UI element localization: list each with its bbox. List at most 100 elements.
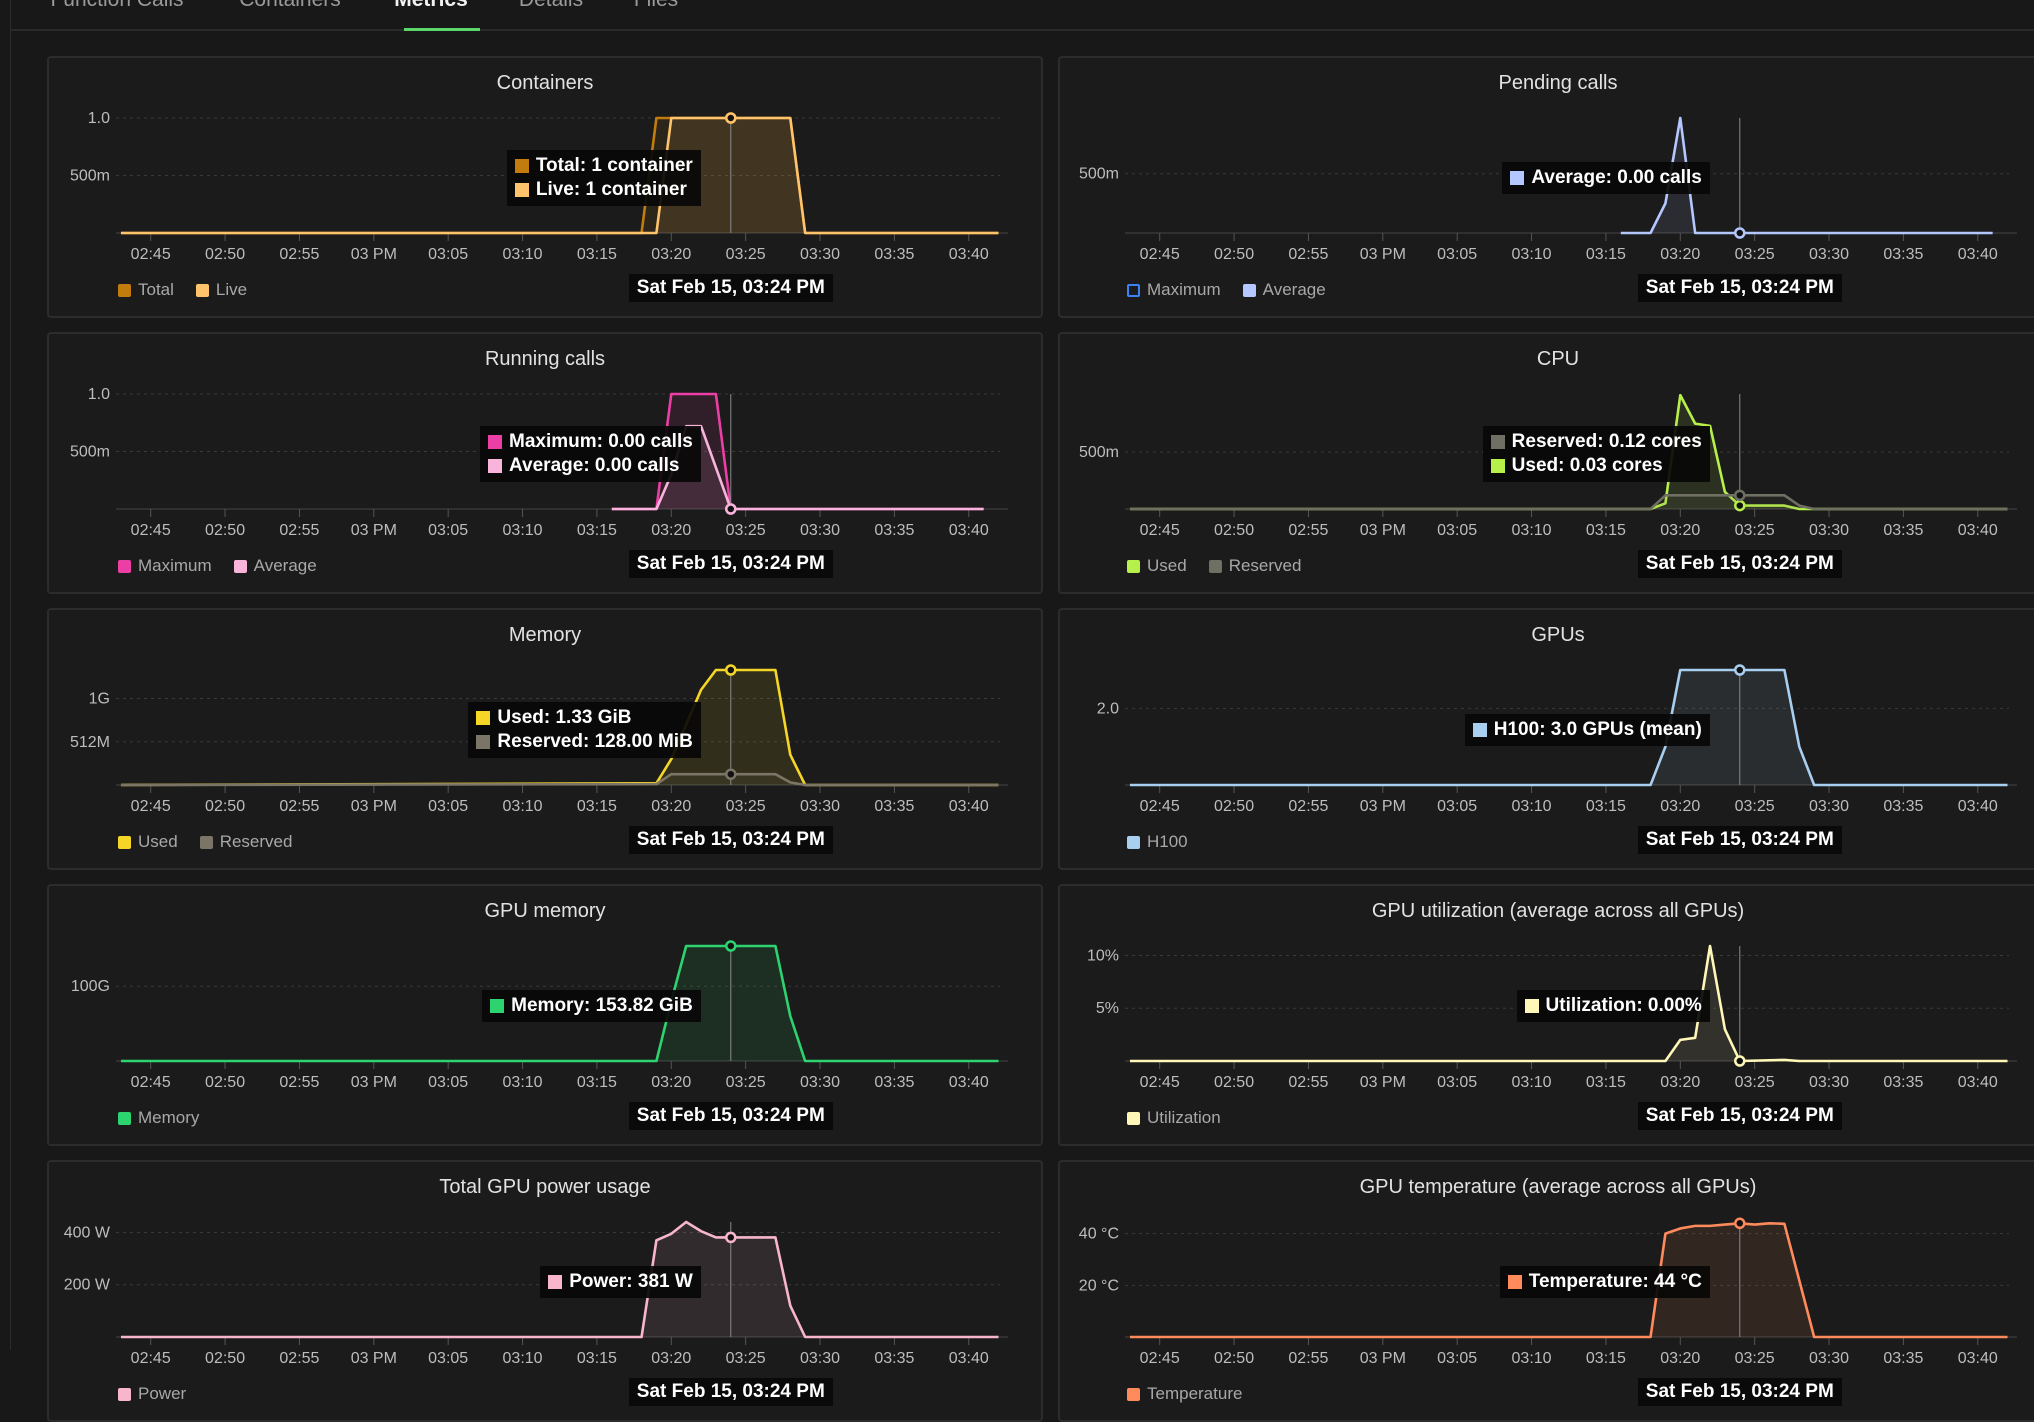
x-tick-label: 02:50 <box>205 522 245 539</box>
x-tick-label: 03:40 <box>949 246 989 263</box>
legend-item-memory[interactable]: Memory <box>118 1108 199 1128</box>
x-tick-label: 03:05 <box>428 246 468 263</box>
legend-swatch-icon <box>1127 1387 1140 1401</box>
tooltip-text: Reserved: 0.12 cores <box>1511 431 1702 452</box>
tab-function-calls[interactable]: Function Calls <box>50 0 183 12</box>
x-tick-label: 03:30 <box>1809 798 1849 815</box>
legend-item-live[interactable]: Live <box>195 280 247 300</box>
chart-panel-running-calls: Running calls 500m 1.0 02:45 02:50 02:55 03 PM… <box>47 332 1043 594</box>
y-tick-label: 2.0 <box>1097 700 1119 717</box>
x-tick-label: 03 PM <box>351 246 397 263</box>
y-tick-label: 500m <box>1079 444 1119 461</box>
chart-title: Memory <box>508 624 582 646</box>
x-tick-label: 03:35 <box>1883 246 1923 263</box>
x-tick-label: 03:25 <box>1735 522 1775 539</box>
legend-item-reserved[interactable]: Reserved <box>1208 556 1301 576</box>
tab-files[interactable]: Files <box>634 0 678 12</box>
x-tick-label: 02:50 <box>205 1350 245 1367</box>
tooltip-row: Reserved: 128.00 MiB <box>476 730 693 754</box>
tooltip-text: Average: 0.00 calls <box>1531 167 1702 188</box>
x-tick-label: 02:45 <box>131 1074 171 1091</box>
legend-item-h100[interactable]: H100 <box>1127 832 1188 852</box>
legend-item-used[interactable]: Used <box>118 832 178 852</box>
legend-item-average[interactable]: Average <box>233 556 317 576</box>
chart-plot[interactable]: 5% 10% 02:45 02:50 02:55 03 PM 03:05 03:10 03:15… <box>1060 886 2034 1146</box>
chart-plot[interactable]: 500m 1.0 02:45 02:50 02:55 03 PM 03:05 03:10 03:… <box>49 58 1043 318</box>
x-tick-label: 03:20 <box>1660 246 1700 263</box>
x-tick-label: 03:15 <box>577 798 617 815</box>
hover-date-label: Sat Feb 15, 03:24 PM <box>1637 1378 1842 1406</box>
chart-title: Pending calls <box>1498 72 1618 94</box>
x-tick-label: 03 PM <box>1360 246 1406 263</box>
legend-item-used[interactable]: Used <box>1127 556 1187 576</box>
legend-item-reserved[interactable]: Reserved <box>199 832 292 852</box>
x-tick-label: 03:15 <box>1586 522 1626 539</box>
tooltip-row: Total: 1 container <box>514 154 693 178</box>
x-tick-label: 03:10 <box>503 246 543 263</box>
legend-swatch-icon <box>118 1111 131 1125</box>
tooltip-row: Utilization: 0.00% <box>1524 994 1702 1018</box>
series-area-memory <box>120 946 999 1061</box>
tab-metrics[interactable]: Metrics <box>394 0 468 12</box>
x-tick-label: 03:35 <box>874 798 914 815</box>
x-tick-label: 03:25 <box>1735 798 1775 815</box>
tab-details[interactable]: Details <box>519 0 583 12</box>
series-swatch-icon <box>1524 999 1539 1013</box>
x-tick-label: 03:20 <box>651 1074 691 1091</box>
series-swatch-icon <box>514 183 529 197</box>
x-tick-label: 02:50 <box>1214 798 1254 815</box>
chart-plot[interactable]: 500m 02:45 02:50 02:55 03 PM 03:05 03:10 03:15 0… <box>1060 334 2034 594</box>
series-area-power <box>120 1222 999 1337</box>
x-tick-label: 03:15 <box>1586 798 1626 815</box>
x-tick-label: 03:15 <box>577 1350 617 1367</box>
legend-item-average[interactable]: Average <box>1242 280 1326 300</box>
series-area-average <box>1620 118 1993 233</box>
chart-title: GPU memory <box>484 900 606 922</box>
hover-point-average <box>725 503 737 515</box>
legend-item-temperature[interactable]: Temperature <box>1127 1384 1242 1404</box>
chart-plot[interactable]: 2.0 02:45 02:50 02:55 03 PM 03:05 03:10 03:15 03… <box>1060 610 2034 870</box>
series-swatch-icon <box>514 159 529 173</box>
x-tick-label: 03:25 <box>726 246 766 263</box>
legend-swatch-icon <box>1127 1111 1140 1125</box>
legend-swatch-icon <box>1127 835 1140 849</box>
x-tick-label: 03:15 <box>1586 246 1626 263</box>
legend-item-maximum[interactable]: Maximum <box>118 556 212 576</box>
series-line-temperature <box>1129 1221 2008 1339</box>
x-tick-label: 03:05 <box>428 522 468 539</box>
hover-tooltip: Power: 381 W <box>540 1266 701 1298</box>
x-tick-label: 02:45 <box>131 798 171 815</box>
hover-tooltip: Used: 1.33 GiB Reserved: 128.00 MiB <box>468 702 701 758</box>
tooltip-row: Average: 0.00 calls <box>1510 166 1702 190</box>
chart-panel-pending-calls: Pending calls 500m 02:45 02:50 02:55 03 PM 03:… <box>1058 56 2034 318</box>
hover-point-used <box>725 664 737 676</box>
x-tick-label: 03:30 <box>1809 522 1849 539</box>
legend-label: Average <box>1262 280 1326 299</box>
tooltip-text: Live: 1 container <box>535 179 687 200</box>
chart-plot[interactable]: 500m 1.0 02:45 02:50 02:55 03 PM 03:05 03:10 03:… <box>49 334 1043 594</box>
x-tick-label: 03:10 <box>1512 798 1552 815</box>
chart-plot[interactable]: 512M 1G 02:45 02:50 02:55 03 PM 03:05 03:10 03:1… <box>49 610 1043 870</box>
x-tick-label: 03:15 <box>1586 1350 1626 1367</box>
chart-panel-gpu-utilization-average-across-all-gpus: GPU utilization (average across all GPUs… <box>1058 884 2034 1146</box>
legend-item-total[interactable]: Total <box>118 280 174 300</box>
legend-swatch-icon <box>199 835 213 849</box>
x-tick-label: 03 PM <box>1360 1350 1406 1367</box>
x-tick-label: 03 PM <box>351 1350 397 1367</box>
chart-plot[interactable]: 100G 02:45 02:50 02:55 03 PM 03:05 03:10 03:15 0… <box>49 886 1043 1146</box>
series-area-live <box>120 118 999 233</box>
legend-item-utilization[interactable]: Utilization <box>1127 1108 1221 1128</box>
chart-plot[interactable]: 500m 02:45 02:50 02:55 03 PM 03:05 03:10 03:15 0… <box>1060 58 2034 318</box>
x-tick-label: 02:55 <box>1288 798 1328 815</box>
x-tick-label: 02:45 <box>131 522 171 539</box>
tooltip-row: Memory: 153.82 GiB <box>490 994 693 1018</box>
x-tick-label: 02:45 <box>1140 246 1180 263</box>
legend-item-power[interactable]: Power <box>118 1384 186 1404</box>
chart-legend: Power <box>118 1384 186 1404</box>
legend-label: Maximum <box>1147 280 1221 299</box>
series-line-h100 <box>1129 668 2008 787</box>
legend-item-maximum[interactable]: Maximum <box>1127 280 1221 300</box>
tab-containers[interactable]: Containers <box>239 0 341 12</box>
x-tick-label: 03:35 <box>1883 522 1923 539</box>
chart-panel-total-gpu-power-usage: Total GPU power usage 200 W 400 W 02:45 02:5… <box>47 1160 1043 1422</box>
